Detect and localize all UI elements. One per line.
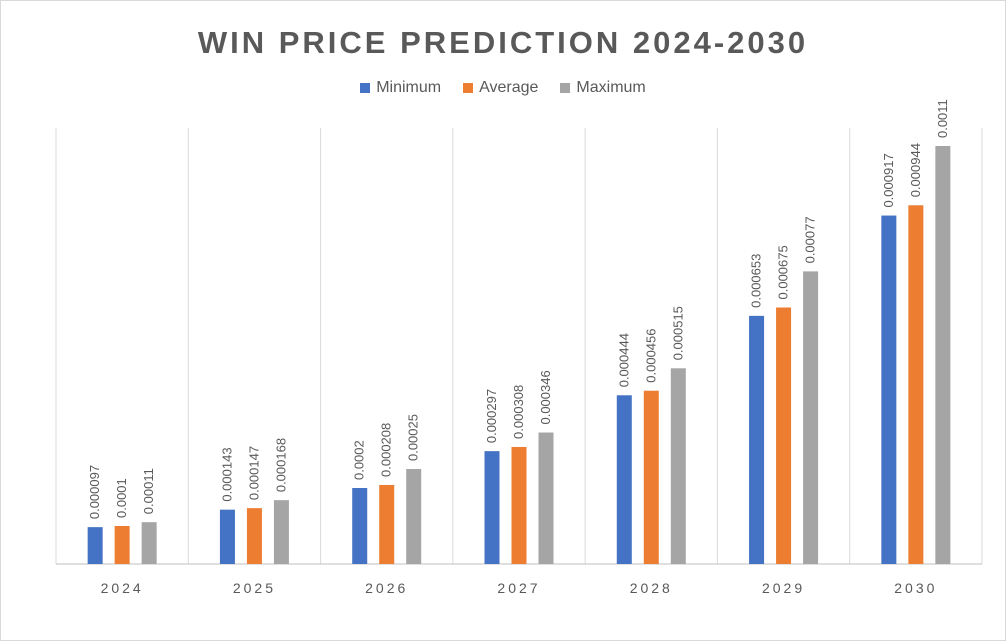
legend-label-maximum: Maximum	[576, 79, 646, 96]
bar-average	[246, 508, 262, 564]
data-label: 0.000143	[219, 447, 234, 501]
bar-minimum	[749, 315, 765, 564]
legend-label-minimum: Minimum	[376, 79, 442, 96]
x-tick-label: 2028	[630, 580, 673, 596]
bar-minimum	[616, 395, 632, 564]
bar-minimum	[352, 488, 368, 564]
bar-minimum	[881, 215, 897, 565]
legend-swatch-average	[463, 83, 474, 93]
x-tick-label: 2026	[365, 580, 408, 596]
data-label: 0.0011	[935, 99, 950, 138]
bar-minimum	[219, 509, 235, 564]
data-label: 0.000653	[749, 254, 764, 308]
data-label: 0.000147	[246, 446, 261, 500]
data-label: 0.000097	[87, 465, 102, 519]
data-label: 0.00011	[141, 468, 156, 514]
data-label: 0.00077	[803, 216, 818, 263]
x-tick-label: 2029	[762, 580, 805, 596]
legend-item-maximum: Maximum	[560, 79, 646, 97]
data-label: 0.000444	[616, 333, 631, 387]
data-label: 0.000675	[776, 245, 791, 299]
chart-title: WIN PRICE PREDICTION 2024-2030	[197, 25, 809, 60]
bar-average	[511, 446, 527, 564]
data-label: 0.000515	[670, 306, 685, 360]
bar-maximum	[273, 500, 289, 564]
data-label: 0.0001	[114, 478, 129, 518]
data-label: 0.000944	[908, 143, 923, 197]
bar-maximum	[803, 271, 819, 564]
data-label: 0.000308	[511, 385, 526, 439]
x-tick-label: 2024	[101, 580, 144, 596]
data-label: 0.0002	[352, 440, 367, 480]
data-label: 0.000168	[273, 438, 288, 492]
data-label: 0.000456	[643, 328, 658, 382]
legend-item-minimum: Minimum	[360, 79, 441, 97]
bar-average	[776, 307, 792, 564]
legend-label-average: Average	[479, 79, 539, 96]
bar-average	[643, 390, 659, 564]
bar-minimum	[87, 527, 103, 564]
x-tick-label: 2027	[497, 580, 540, 596]
x-tick-label: 2030	[894, 580, 937, 596]
data-label: 0.000346	[538, 370, 553, 424]
bar-average	[379, 484, 395, 564]
data-label: 0.00025	[406, 414, 421, 461]
bar-maximum	[141, 522, 157, 564]
legend-item-average: Average	[463, 79, 538, 97]
data-label: 0.000917	[881, 153, 896, 207]
bar-minimum	[484, 451, 500, 564]
bar-average	[114, 526, 130, 564]
x-tick-label: 2025	[233, 580, 276, 596]
bar-average	[908, 205, 924, 564]
bar-maximum	[538, 432, 554, 564]
bar-maximum	[670, 368, 686, 564]
legend-swatch-minimum	[360, 83, 371, 93]
legend: Minimum Average Maximum	[1, 79, 1005, 97]
bar-maximum	[935, 146, 951, 564]
bar-maximum	[406, 469, 422, 564]
legend-swatch-maximum	[560, 83, 571, 93]
data-label: 0.000208	[379, 423, 394, 477]
data-label: 0.000297	[484, 389, 499, 443]
